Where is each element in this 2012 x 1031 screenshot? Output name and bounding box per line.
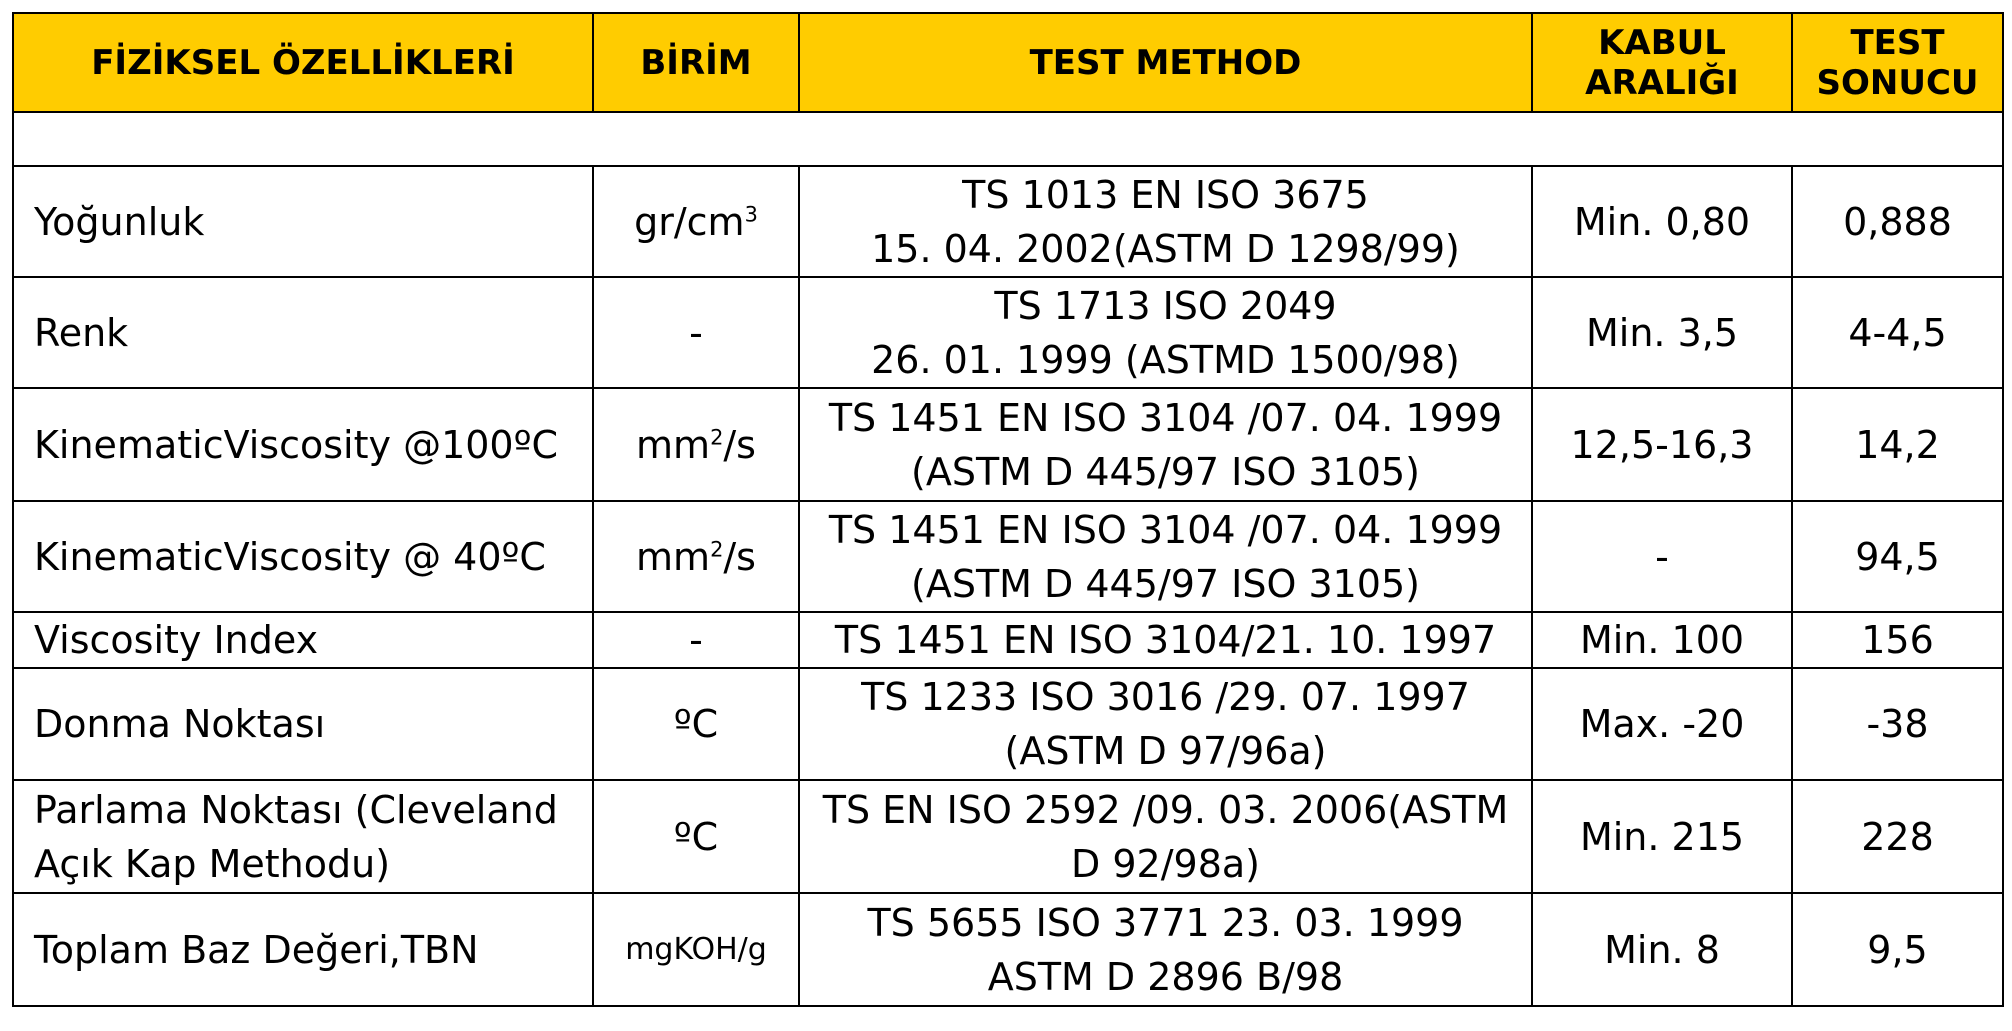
- property-cell: Toplam Baz Değeri,TBN: [12, 892, 594, 1007]
- result-cell: 0,888: [1791, 165, 2004, 278]
- unit-cell: mm2/s: [592, 387, 800, 502]
- table-row: Viscosity Index - TS 1451 EN ISO 3104/21…: [12, 611, 2004, 669]
- method-cell: TS 5655 ISO 3771 23. 03. 1999 ASTM D 289…: [798, 892, 1533, 1007]
- range-cell: Min. 0,80: [1531, 165, 1793, 278]
- table-row: Toplam Baz Değeri,TBN mgKOH/g TS 5655 IS…: [12, 892, 2004, 1007]
- header-acceptance-range: KABUL ARALIĞI: [1531, 12, 1793, 113]
- table-row: Donma Noktası ºC TS 1233 ISO 3016 /29. 0…: [12, 667, 2004, 781]
- method-cell: TS 1233 ISO 3016 /29. 07. 1997 (ASTM D 9…: [798, 667, 1533, 781]
- table-row: Renk - TS 1713 ISO 2049 26. 01. 1999 (AS…: [12, 276, 2004, 389]
- result-cell: 228: [1791, 779, 2004, 894]
- result-cell: 156: [1791, 611, 2004, 669]
- unit-cell: mgKOH/g: [592, 892, 800, 1007]
- property-cell: KinematicViscosity @ 40ºC: [12, 500, 594, 613]
- unit-cell: -: [592, 611, 800, 669]
- header-test-method: TEST METHOD: [798, 12, 1533, 113]
- table-row: Parlama Noktası (Cleveland Açık Kap Meth…: [12, 779, 2004, 894]
- method-cell: TS 1451 EN ISO 3104 /07. 04. 1999 (ASTM …: [798, 500, 1533, 613]
- range-cell: Min. 215: [1531, 779, 1793, 894]
- result-cell: 94,5: [1791, 500, 2004, 613]
- method-cell: TS EN ISO 2592 /09. 03. 2006(ASTM D 92/9…: [798, 779, 1533, 894]
- property-cell: Yoğunluk: [12, 165, 594, 278]
- result-cell: 4-4,5: [1791, 276, 2004, 389]
- unit-cell: ºC: [592, 779, 800, 894]
- unit-cell: -: [592, 276, 800, 389]
- range-cell: Min. 3,5: [1531, 276, 1793, 389]
- result-cell: 14,2: [1791, 387, 2004, 502]
- unit-cell: ºC: [592, 667, 800, 781]
- header-row: FİZİKSEL ÖZELLİKLERİ BİRİM TEST METHOD K…: [12, 12, 2004, 113]
- header-unit: BİRİM: [592, 12, 800, 113]
- unit-cell: gr/cm3: [592, 165, 800, 278]
- property-cell: KinematicViscosity @100ºC: [12, 387, 594, 502]
- result-cell: -38: [1791, 667, 2004, 781]
- table-row: KinematicViscosity @ 40ºC mm2/s TS 1451 …: [12, 500, 2004, 613]
- unit-cell: mm2/s: [592, 500, 800, 613]
- range-cell: Max. -20: [1531, 667, 1793, 781]
- range-cell: -: [1531, 500, 1793, 613]
- method-cell: TS 1713 ISO 2049 26. 01. 1999 (ASTMD 150…: [798, 276, 1533, 389]
- range-cell: 12,5-16,3: [1531, 387, 1793, 502]
- range-cell: Min. 8: [1531, 892, 1793, 1007]
- property-cell: Viscosity Index: [12, 611, 594, 669]
- table-row: Yoğunluk gr/cm3 TS 1013 EN ISO 3675 15. …: [12, 165, 2004, 278]
- empty-cell: [12, 111, 2004, 167]
- method-cell: TS 1451 EN ISO 3104/21. 10. 1997: [798, 611, 1533, 669]
- header-test-result: TEST SONUCU: [1791, 12, 2004, 113]
- range-cell: Min. 100: [1531, 611, 1793, 669]
- property-cell: Donma Noktası: [12, 667, 594, 781]
- result-cell: 9,5: [1791, 892, 2004, 1007]
- method-cell: TS 1451 EN ISO 3104 /07. 04. 1999 (ASTM …: [798, 387, 1533, 502]
- method-cell: TS 1013 EN ISO 3675 15. 04. 2002(ASTM D …: [798, 165, 1533, 278]
- empty-row: [12, 111, 2004, 167]
- header-property: FİZİKSEL ÖZELLİKLERİ: [12, 12, 594, 113]
- property-cell: Renk: [12, 276, 594, 389]
- table-row: KinematicViscosity @100ºC mm2/s TS 1451 …: [12, 387, 2004, 502]
- property-cell: Parlama Noktası (Cleveland Açık Kap Meth…: [12, 779, 594, 894]
- specifications-table: FİZİKSEL ÖZELLİKLERİ BİRİM TEST METHOD K…: [12, 12, 2004, 1007]
